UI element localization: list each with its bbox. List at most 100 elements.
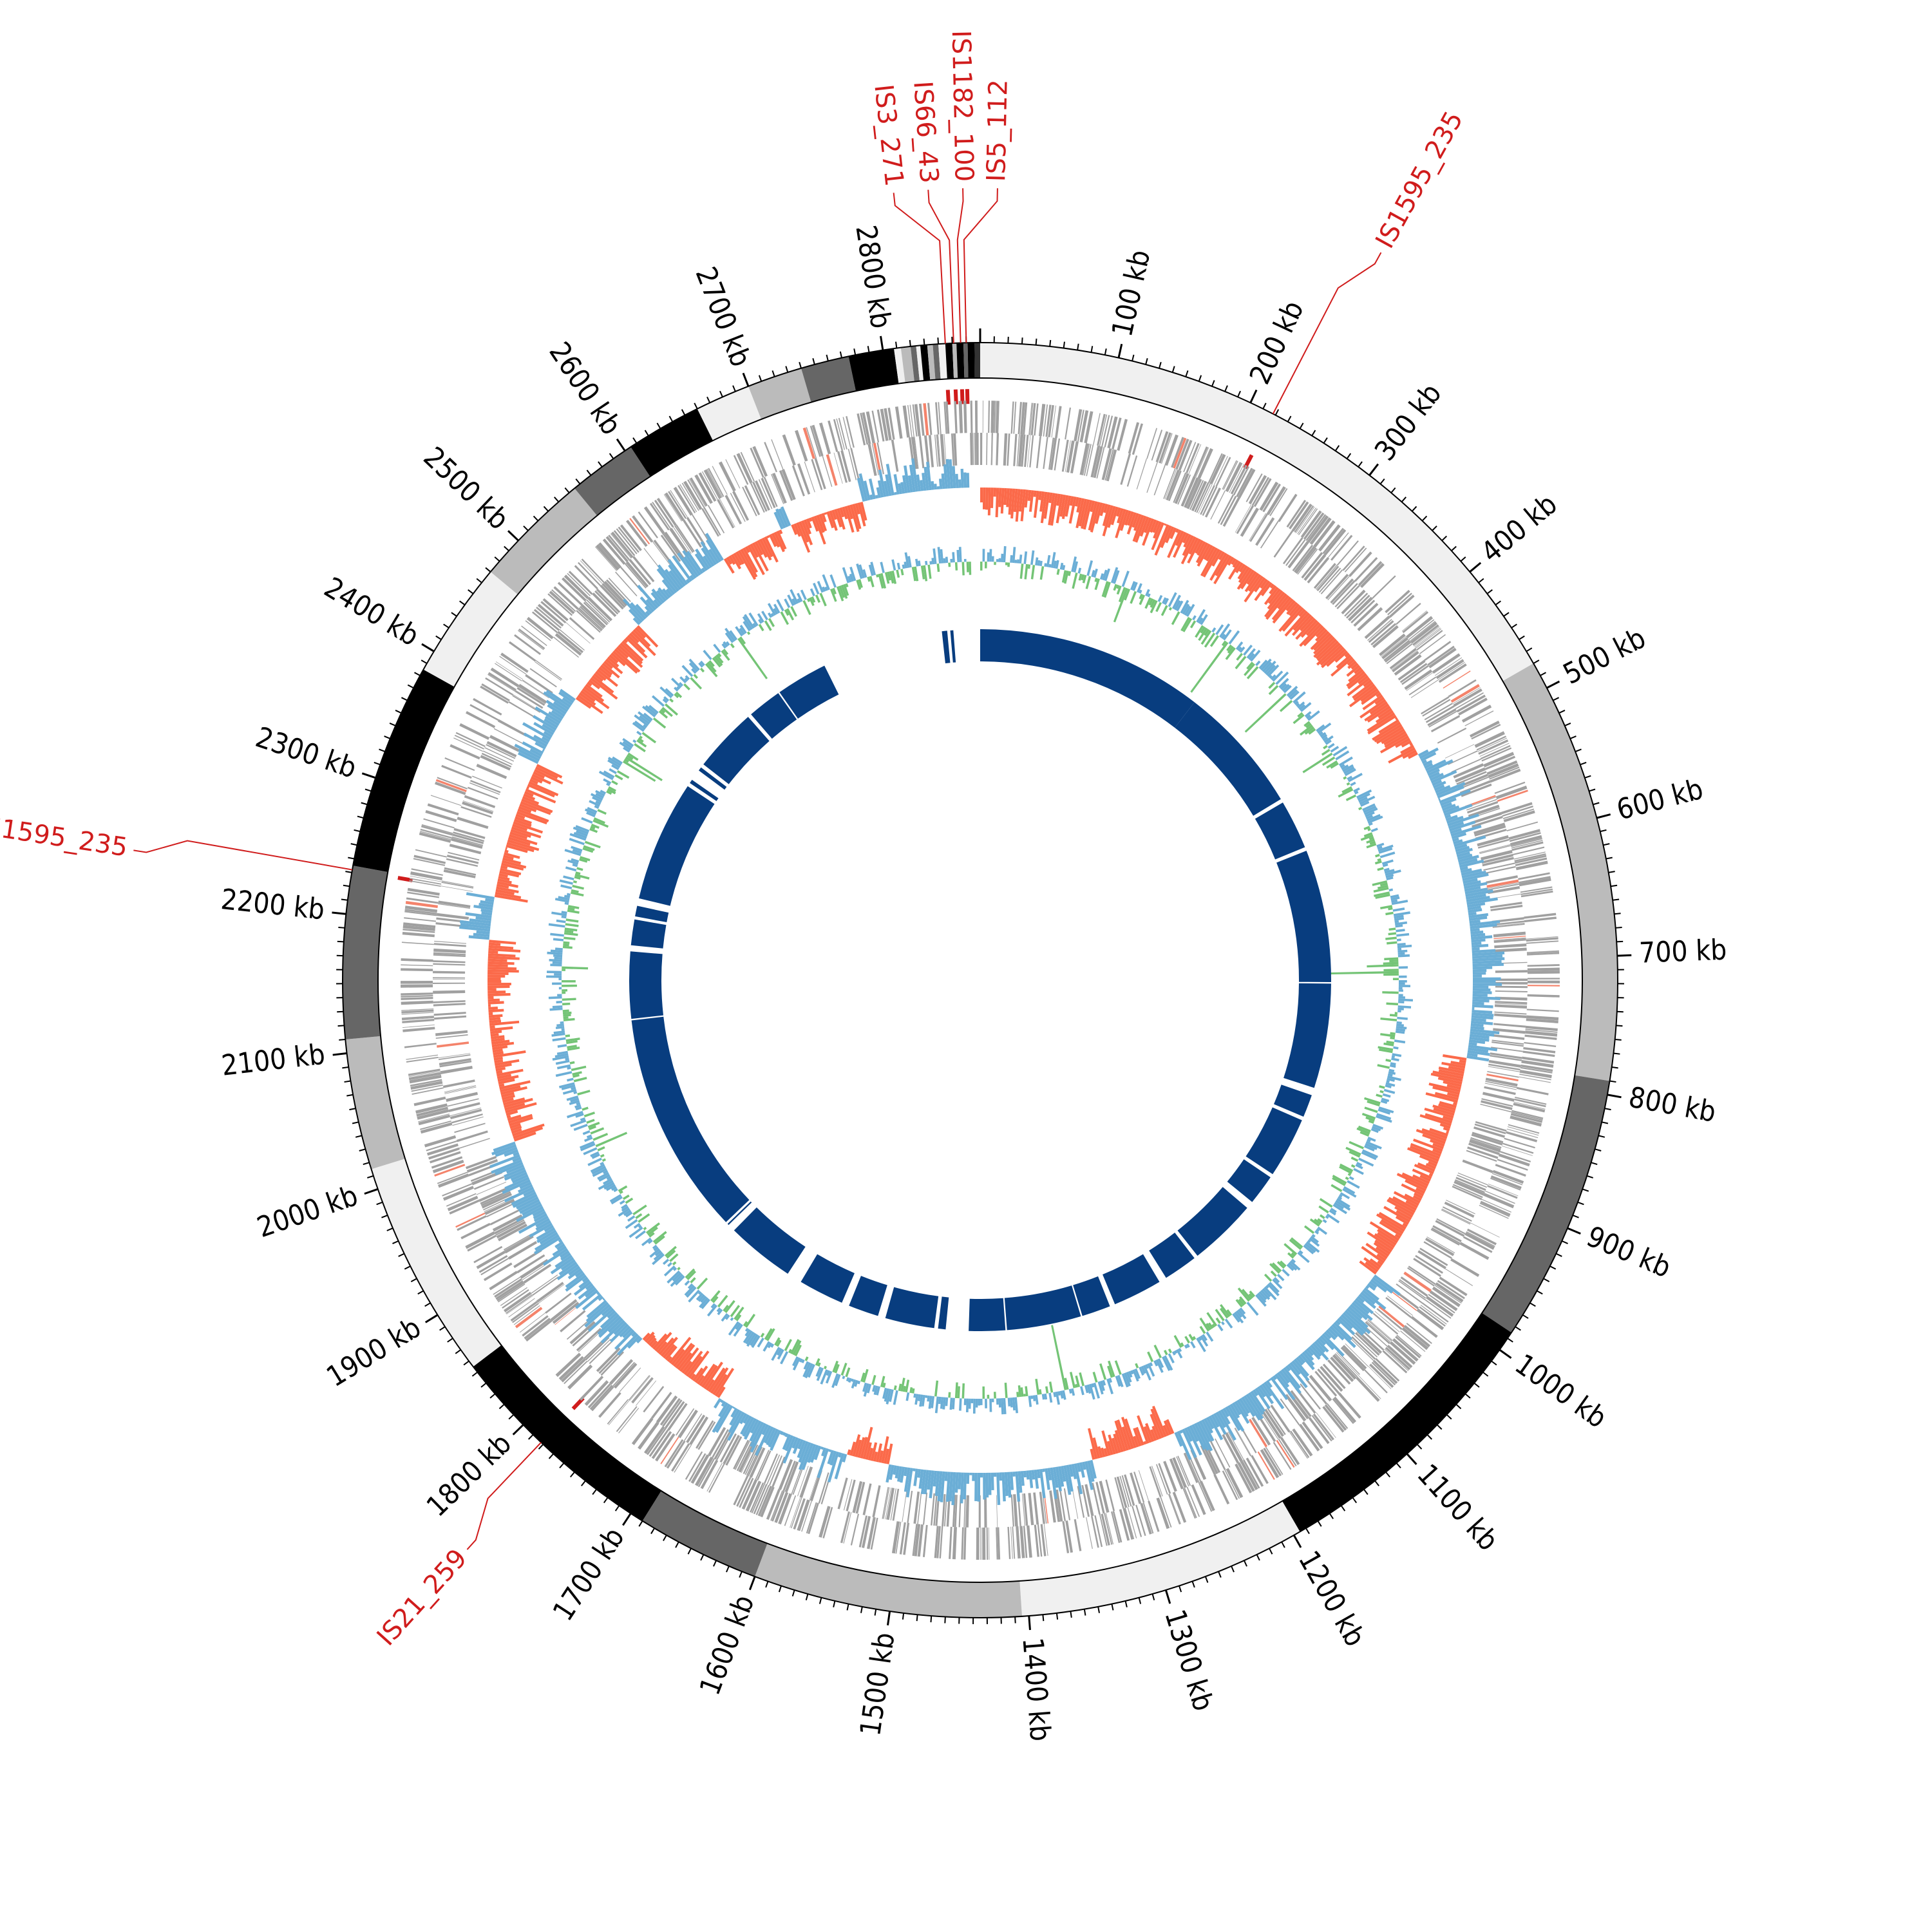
gc-content-below-bar (1305, 723, 1312, 728)
gene-block (1492, 1170, 1524, 1184)
gc-content-below-bar (1309, 1218, 1320, 1227)
gene-block (1163, 1461, 1177, 1492)
gene-block (1491, 1046, 1523, 1052)
gc-skew-negative-bar (488, 996, 494, 999)
minor-tick (1281, 1541, 1285, 1548)
gc-skew-negative-bar (1300, 620, 1318, 638)
minor-tick (1171, 366, 1175, 373)
gene-block (1487, 884, 1520, 891)
gene-block (1269, 488, 1288, 516)
gc-content-above-bar (842, 567, 850, 583)
gene-block (1204, 1443, 1221, 1473)
gc-skew-negative-bar (498, 875, 510, 881)
gc-content-above-bar (730, 1317, 734, 1321)
gene-block (482, 750, 513, 765)
gc-skew-negative-bar (1361, 1245, 1385, 1264)
gc-content-above-bar (567, 893, 571, 896)
gc-skew-positive-bar (667, 558, 688, 585)
gc-skew-negative-bar (764, 536, 779, 563)
gc-content-above-bar (929, 561, 933, 565)
gc-content-above-bar (1132, 1369, 1139, 1382)
gc-content-above-bar (1395, 924, 1403, 928)
gc-skew-negative-bar (1247, 574, 1262, 592)
gc-content-above-bar (1258, 659, 1268, 670)
core-genome-ring (629, 629, 1332, 1331)
gene-block (456, 1130, 488, 1142)
gc-content-above-bar (1235, 1310, 1243, 1318)
gene-block (934, 434, 938, 467)
gc-skew-negative-bar (690, 1373, 696, 1380)
gene-block (1493, 931, 1526, 938)
gc-content-below-bar (911, 567, 916, 582)
gc-skew-positive-bar (553, 701, 569, 713)
gc-skew-negative-bar (513, 821, 544, 834)
gc-skew-positive-bar (686, 551, 704, 574)
gc-skew-negative-bar (1439, 1122, 1451, 1129)
gc-skew-negative-bar (634, 627, 647, 639)
gc-skew-positive-bar (1349, 1303, 1368, 1321)
minor-tick (1411, 506, 1417, 512)
gc-skew-negative-bar (1381, 728, 1405, 744)
gene-block (1330, 1356, 1354, 1382)
gene-block (939, 1526, 943, 1558)
minor-tick (374, 762, 381, 766)
gene-block (1446, 1200, 1475, 1215)
gc-content-above-bar (685, 675, 690, 681)
gc-content-below-bar (574, 876, 581, 880)
gc-skew-positive-bar (927, 1470, 932, 1490)
gene-block (1043, 404, 1048, 437)
gc-content-below-bar (905, 1379, 910, 1393)
core-genome-block (1004, 1285, 1081, 1331)
gc-content-above-bar (744, 1329, 751, 1337)
gc-skew-negative-bar (1083, 500, 1093, 530)
gc-content-above-bar (835, 1374, 841, 1387)
gene-block (1526, 1009, 1559, 1012)
gc-skew-negative-bar (1043, 492, 1050, 519)
gc-content-below-bar (948, 1392, 951, 1398)
gc-skew-negative-bar (1200, 547, 1218, 576)
gc-skew-positive-bar (584, 1287, 597, 1298)
gene-block (605, 536, 629, 563)
gc-content-below-bar (1383, 961, 1399, 965)
gc-content-below-bar (1016, 1392, 1019, 1397)
gene-block (1479, 844, 1511, 853)
major-tick (361, 772, 376, 779)
gene-block (629, 558, 652, 585)
gene-block (1470, 1137, 1502, 1149)
gc-skew-positive-bar (1432, 779, 1443, 786)
gc-content-above-bar (1182, 603, 1190, 615)
gc-content-below-bar (880, 573, 887, 589)
gc-skew-positive-bar (1467, 902, 1486, 908)
gene-block (401, 984, 433, 988)
gc-skew-positive-bar (1206, 1416, 1215, 1430)
gc-content-below-bar (1376, 1094, 1383, 1098)
ideogram-band (1282, 1312, 1512, 1532)
gc-skew-positive-bar (1358, 1293, 1376, 1309)
gc-skew-positive-bar (715, 1405, 734, 1433)
gc-skew-positive-bar (934, 1471, 940, 1497)
gc-content-below-bar (562, 980, 576, 983)
gc-skew-negative-bar (1167, 529, 1182, 558)
gc-content-above-bar (688, 1289, 700, 1303)
gene-block (1498, 1153, 1530, 1167)
gene-block (1072, 1487, 1079, 1519)
gene-block (1483, 862, 1515, 871)
gc-skew-negative-bar (844, 506, 855, 533)
gc-content-below-bar (982, 1386, 985, 1399)
gene-block (1412, 624, 1439, 646)
gc-content-below-bar (819, 592, 827, 607)
gene-block (891, 439, 899, 472)
gc-content-above-bar (1039, 560, 1043, 567)
minor-tick (785, 366, 789, 373)
gene-block (876, 442, 884, 475)
gc-content-above-bar (1062, 1390, 1066, 1400)
gene-block (1372, 625, 1399, 649)
ideogram-band (967, 343, 975, 379)
gc-skew-negative-bar (525, 788, 556, 804)
gene-block (951, 433, 955, 466)
gc-content-above-bar (743, 621, 751, 632)
gc-content-below-bar (564, 927, 578, 932)
gc-skew-positive-bar (1450, 828, 1462, 835)
gc-skew-positive-bar (739, 1413, 748, 1425)
gc-skew-negative-bar (509, 831, 528, 840)
